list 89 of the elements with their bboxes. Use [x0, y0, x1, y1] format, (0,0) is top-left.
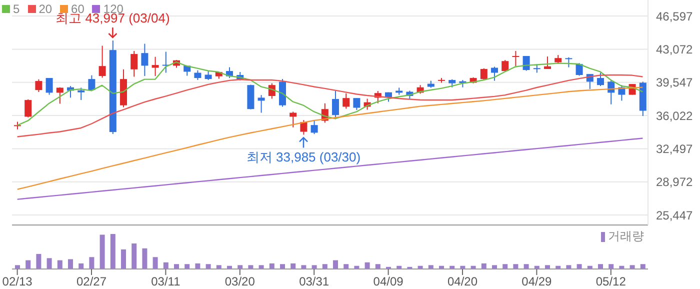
bar	[598, 264, 603, 269]
bar	[301, 265, 306, 269]
bar	[576, 264, 582, 269]
candlestick	[46, 78, 53, 96]
bar	[142, 248, 148, 269]
bar	[89, 257, 94, 269]
candlestick	[98, 45, 106, 78]
y-tick-label: 36,022	[656, 108, 694, 123]
candlestick	[342, 92, 350, 110]
candlestick	[544, 56, 551, 70]
y-tick-label: 28,972	[656, 175, 694, 190]
bar	[174, 264, 179, 269]
candlestick	[353, 98, 360, 111]
candlestick	[576, 62, 583, 76]
bar	[333, 260, 338, 269]
x-tick-label: 02/13	[2, 274, 33, 289]
x-tick-label: 03/20	[224, 274, 256, 289]
candlestick	[35, 78, 42, 93]
bar	[640, 264, 646, 269]
bar	[524, 264, 529, 269]
bar	[57, 260, 62, 269]
x-tick-label: 03/11	[151, 274, 181, 289]
bar	[15, 265, 20, 269]
bar	[322, 264, 328, 269]
y-tick-label: 39,547	[656, 76, 694, 90]
annotation: 최저 33,985 (03/30)	[246, 150, 361, 165]
candlestick	[512, 50, 520, 67]
x-tick-label: 04/29	[522, 274, 552, 289]
bar	[36, 254, 42, 269]
bar	[184, 264, 190, 269]
legend-label: 20	[38, 2, 52, 16]
y-tick-label: 25,447	[656, 208, 694, 222]
legend-label: 5	[13, 2, 20, 16]
bar	[238, 265, 243, 269]
candlestick	[152, 56, 159, 77]
bar	[344, 264, 349, 269]
y-tick-label: 32,497	[656, 142, 694, 156]
line-series	[16, 74, 644, 138]
x-tick-label: 03/31	[299, 274, 330, 289]
bar	[163, 262, 168, 269]
bar	[364, 262, 370, 269]
candlestick	[24, 98, 32, 118]
bar	[375, 264, 380, 269]
bar	[630, 265, 635, 269]
candlestick	[130, 50, 138, 78]
bar	[110, 234, 116, 269]
candlestick	[247, 84, 254, 110]
candlestick	[565, 56, 572, 68]
bar	[206, 264, 211, 269]
bar	[121, 249, 126, 269]
candlestick	[78, 87, 85, 101]
candlestick	[88, 74, 96, 91]
x-tick-label: 04/09	[373, 274, 404, 289]
candlestick	[56, 86, 64, 104]
x-tick-label: 02/27	[76, 274, 107, 289]
bar	[248, 265, 254, 269]
candlestick	[310, 120, 318, 135]
bar	[46, 258, 52, 269]
candlestick	[491, 66, 498, 82]
bar	[152, 257, 158, 269]
candlestick	[279, 78, 286, 108]
line-series	[16, 138, 644, 200]
bar	[100, 234, 105, 269]
bar	[608, 264, 614, 269]
legend-label: 거래량	[608, 228, 644, 245]
candlestick	[258, 94, 265, 114]
bar	[545, 265, 550, 269]
bar	[216, 265, 222, 269]
bar	[280, 264, 285, 269]
x-tick-label: 04/20	[447, 274, 478, 289]
bar	[26, 260, 31, 269]
bar	[132, 243, 137, 269]
bar	[68, 259, 73, 269]
bar	[428, 265, 434, 269]
candlestick	[194, 70, 202, 80]
bar	[566, 265, 572, 269]
y-tick-label: 43,072	[656, 42, 694, 56]
bar	[502, 264, 508, 269]
bar	[258, 265, 264, 269]
candlestick	[290, 111, 297, 128]
candlestick	[480, 68, 488, 80]
bar	[513, 264, 518, 269]
candlestick	[597, 72, 604, 87]
x-tick-label: 05/12	[596, 274, 626, 289]
candlestick	[141, 43, 148, 77]
y-tick-label: 46,597	[656, 9, 694, 24]
bar	[312, 265, 317, 269]
bar	[492, 265, 497, 269]
candlestick	[332, 90, 339, 119]
